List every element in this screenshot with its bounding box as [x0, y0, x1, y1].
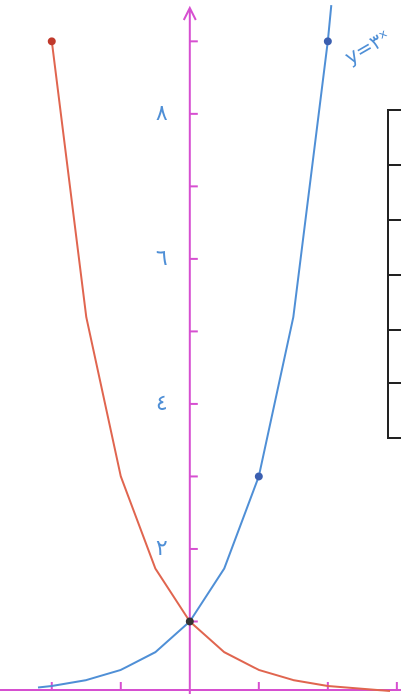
table-edge — [388, 110, 401, 438]
y-tick-label: ٦ — [156, 246, 168, 271]
point — [48, 37, 56, 45]
curve — [38, 5, 331, 687]
chart: ٢ ٤ ٦ ٨ y=۳ˣ — [0, 0, 401, 698]
point — [324, 37, 332, 45]
y-tick-label: ٤ — [156, 391, 168, 416]
annotation: y=۳ˣ — [340, 24, 394, 69]
curve — [52, 41, 390, 691]
y-tick-label: ٨ — [156, 101, 168, 126]
point — [186, 617, 194, 625]
y-tick-label: ٢ — [156, 536, 168, 561]
page: {"chart_data": {"type": "line", "annotat… — [0, 0, 401, 698]
point — [255, 472, 263, 480]
